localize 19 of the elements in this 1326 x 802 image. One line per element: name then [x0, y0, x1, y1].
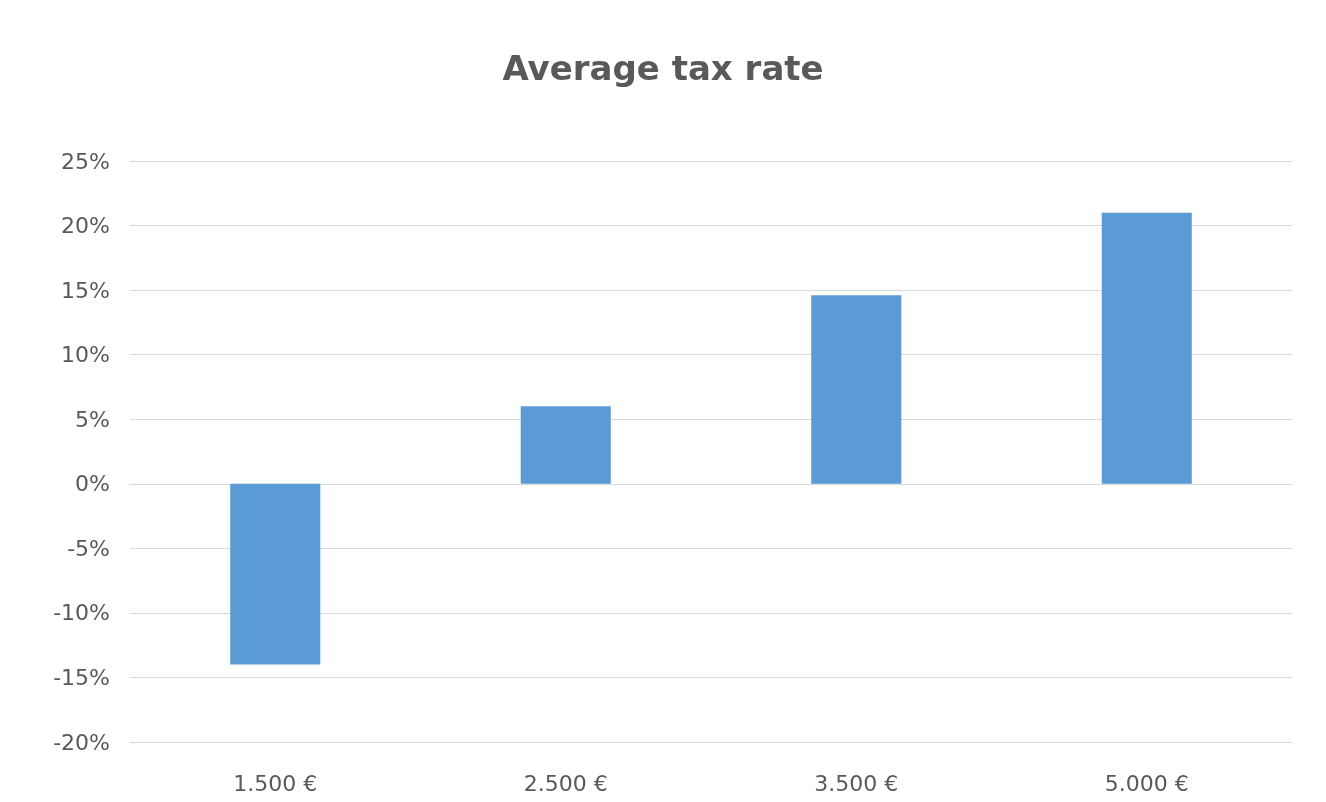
x-tick-label: 5.000 € — [1104, 770, 1189, 796]
y-tick-label: -5% — [67, 535, 110, 561]
y-tick-label: 10% — [61, 342, 110, 368]
bar — [230, 483, 321, 665]
bar — [520, 406, 611, 484]
x-tick-label: 3.500 € — [814, 770, 899, 796]
x-tick-label: 1.500 € — [233, 770, 318, 796]
x-tick-label: 2.500 € — [523, 770, 608, 796]
y-tick-label: 25% — [61, 148, 110, 174]
bar — [1101, 212, 1192, 484]
y-tick-label: 0% — [75, 471, 110, 497]
y-tick-label: -15% — [53, 664, 110, 690]
y-tick-label: 5% — [75, 406, 110, 432]
bar — [811, 295, 902, 484]
y-tick-label: -20% — [53, 729, 110, 755]
y-tick-label: 15% — [61, 277, 110, 303]
y-tick-label: -10% — [53, 600, 110, 626]
y-tick-label: 20% — [61, 213, 110, 239]
chart-title: Average tax rate — [502, 48, 824, 88]
